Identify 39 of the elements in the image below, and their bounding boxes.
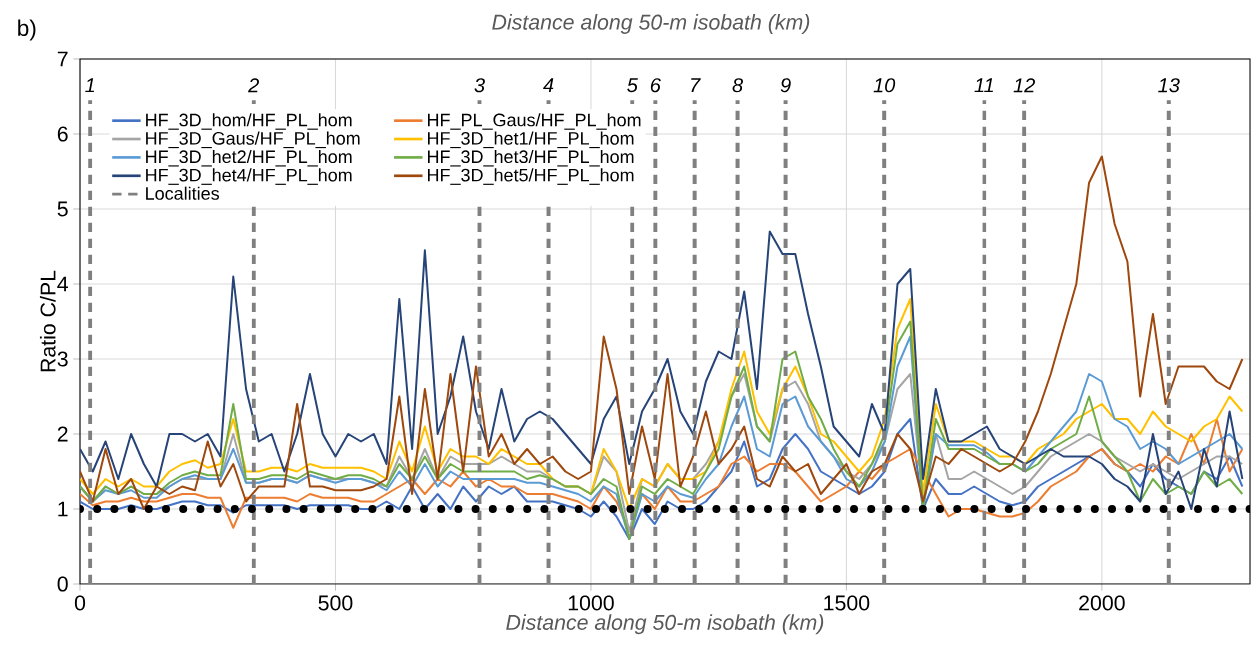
annotation: 8 bbox=[732, 78, 743, 93]
text: Distance along 50-m isobath (km) bbox=[492, 14, 810, 34]
y-tick-label: 0 bbox=[57, 576, 68, 592]
annotation: 4 bbox=[543, 78, 554, 93]
legend-label: HF_PL_Gaus/HF_PL_hom bbox=[428, 113, 641, 130]
y-tick-label: 3 bbox=[57, 351, 68, 367]
annotation: 11 bbox=[974, 78, 994, 93]
legend-label: HF_3D_het3/HF_PL_hom bbox=[428, 149, 634, 167]
annotation: 10 bbox=[873, 78, 896, 93]
y-tick-label: 4 bbox=[57, 276, 68, 292]
y-tick-label: 1 bbox=[58, 501, 68, 517]
y-tick-label: 7 bbox=[57, 51, 68, 67]
chart-title: b) bbox=[18, 19, 36, 41]
x-axis-title: Distance along 50-m isobath (km) bbox=[506, 614, 824, 635]
annotation: 1 bbox=[85, 78, 95, 93]
legend-label: HF_3D_Gaus/HF_PL_hom bbox=[146, 131, 360, 149]
annotation: 5 bbox=[627, 78, 638, 93]
y-tick-label: 2 bbox=[57, 426, 68, 442]
x-tick-label: 500 bbox=[318, 595, 353, 611]
x-tick-label: 0 bbox=[74, 595, 86, 611]
x-tick-label: 1000 bbox=[568, 595, 614, 611]
annotation: 12 bbox=[1013, 78, 1036, 93]
annotation: 3 bbox=[474, 78, 485, 93]
annotation: 9 bbox=[780, 78, 791, 93]
legend-label: HF_3D_het5/HF_PL_hom bbox=[428, 168, 634, 185]
legend-label: HF_3D_het2/HF_PL_hom bbox=[146, 149, 352, 167]
legend-label: HF_3D_hom/HF_PL_hom bbox=[146, 113, 352, 130]
y-tick-label: 6 bbox=[57, 126, 68, 142]
y-axis-title: Ratio C/PL bbox=[39, 270, 56, 372]
annotation: Localities bbox=[146, 186, 219, 200]
x-tick-label: 1500 bbox=[824, 595, 870, 611]
y-tick-label: 5 bbox=[57, 201, 68, 217]
annotation: 6 bbox=[650, 78, 661, 93]
x-tick-label: 2000 bbox=[1079, 595, 1125, 611]
annotation: 7 bbox=[691, 78, 701, 93]
legend-label: HF_3D_het4/HF_PL_hom bbox=[146, 168, 352, 185]
annotation: 2 bbox=[248, 78, 259, 93]
annotation: 13 bbox=[1158, 78, 1180, 93]
legend-label: HF_3D_het1/HF_PL_hom bbox=[428, 131, 634, 149]
